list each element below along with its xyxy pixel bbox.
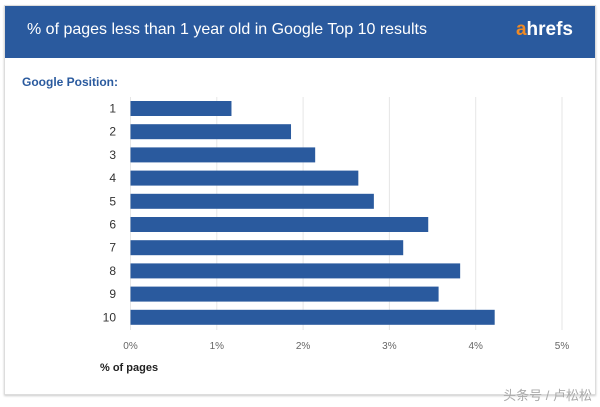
x-tick-label: 0% — [123, 341, 138, 352]
y-tick-label: 1 — [109, 102, 116, 116]
y-tick-label: 8 — [109, 264, 116, 278]
y-tick-label: 6 — [109, 218, 116, 232]
chart-title: % of pages less than 1 year old in Googl… — [27, 21, 427, 38]
watermark: 头条号 / 卢松松 — [503, 388, 592, 403]
x-tick-label: 3% — [382, 341, 397, 352]
x-tick-label: 5% — [555, 341, 570, 352]
ahrefs-logo: ahrefs — [515, 19, 573, 40]
y-axis-label: Google Position: — [22, 75, 118, 89]
x-tick-label: 2% — [296, 341, 311, 352]
header-band: % of pages less than 1 year old in Googl… — [5, 6, 595, 58]
y-tick-label: 3 — [109, 148, 116, 162]
bar-position-3 — [130, 147, 316, 163]
x-axis-label: % of pages — [100, 362, 159, 374]
bar-position-10 — [130, 309, 495, 325]
bar-position-2 — [130, 124, 292, 140]
bar-position-7 — [130, 240, 404, 256]
bar-position-6 — [130, 217, 429, 232]
y-tick-label: 9 — [109, 287, 116, 301]
x-tick-label: 4% — [468, 341, 483, 352]
y-tick-label: 7 — [109, 241, 116, 255]
chart-card: % of pages less than 1 year old in Googl… — [4, 5, 596, 395]
y-tick-label: 5 — [109, 194, 116, 208]
bar-position-5 — [130, 193, 374, 209]
bar-position-4 — [130, 170, 359, 186]
bar-position-8 — [130, 263, 461, 279]
y-tick-label: 10 — [103, 310, 117, 324]
bar-position-1 — [130, 101, 232, 116]
y-tick-label: 2 — [109, 125, 116, 139]
x-tick-label: 1% — [210, 341, 225, 352]
y-tick-label: 4 — [109, 171, 116, 185]
bar-position-9 — [130, 286, 439, 302]
